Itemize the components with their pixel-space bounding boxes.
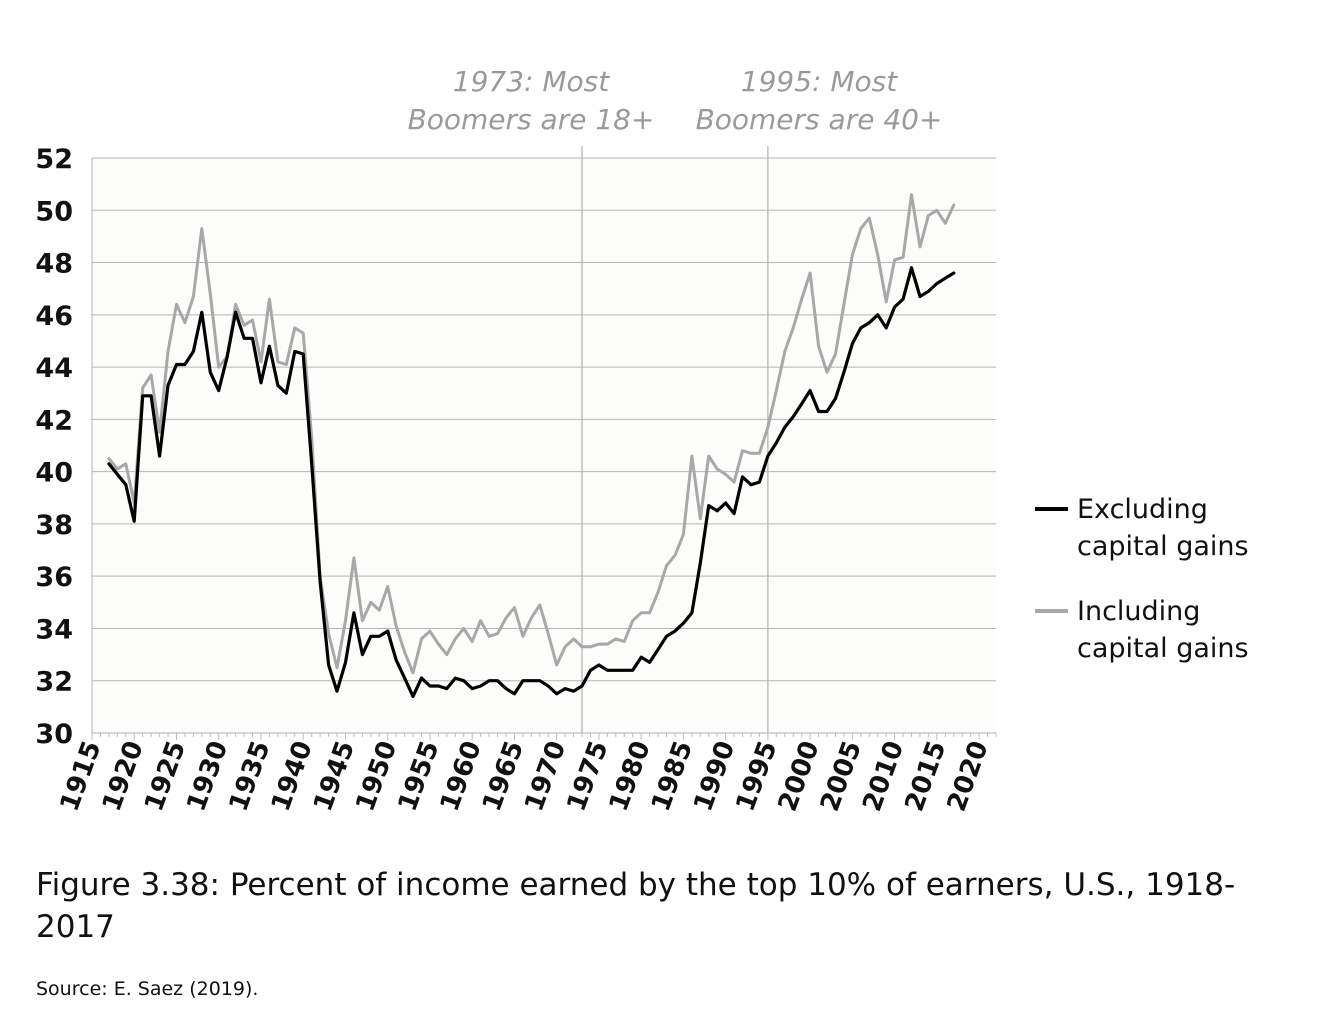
y-tick-label: 42 [35, 405, 73, 436]
annotation-1973-line1: 1973: Most [453, 65, 610, 98]
source-note: Source: E. Saez (2019). [36, 978, 259, 1000]
annotation-1995: 1995: Most Boomers are 40+ [696, 65, 943, 136]
annotation-1973-line2: Boomers are 18+ [408, 103, 655, 136]
series-line-including-capital-gains [107, 193, 956, 675]
y-tick-label: 44 [35, 353, 73, 384]
legend-label-including-line2: capital gains [1077, 633, 1249, 664]
annotation-1995-line1: 1995: Most [741, 65, 898, 98]
legend: Excluding capital gains Including capita… [1035, 494, 1249, 664]
series-line-excluding-capital-gains [107, 266, 956, 698]
y-axis-ticks: 30 32 34 36 38 40 42 44 46 48 50 52 [35, 144, 73, 750]
gridlines [92, 157, 996, 734]
y-tick-label: 34 [35, 614, 73, 645]
y-tick-label: 30 [35, 719, 73, 750]
axes [91, 158, 997, 740]
y-tick-label: 36 [35, 562, 73, 593]
annotation-lines [581, 146, 769, 733]
legend-label-excluding-line2: capital gains [1077, 531, 1249, 562]
annotation-1995-line2: Boomers are 40+ [696, 103, 943, 136]
series-lines [107, 193, 956, 698]
y-tick-label: 38 [35, 510, 73, 541]
y-tick-label: 48 [35, 249, 73, 280]
y-tick-label: 46 [35, 301, 73, 332]
legend-label-excluding-line1: Excluding [1077, 494, 1208, 525]
y-tick-label: 50 [35, 196, 73, 227]
y-tick-label: 32 [35, 667, 73, 698]
figure-caption: Figure 3.38: Percent of income earned by… [36, 867, 1236, 945]
plot-background [92, 158, 996, 733]
y-tick-label: 40 [35, 458, 73, 489]
legend-label-including-line1: Including [1077, 596, 1200, 627]
y-tick-label: 52 [35, 144, 73, 175]
annotation-1973: 1973: Most Boomers are 18+ [408, 65, 655, 136]
income-share-line-chart: 30 32 34 36 38 40 42 44 46 48 50 52 191519201925193… [35, 65, 1249, 815]
x-axis-ticks: 1915192019251930193519401945195019551960… [55, 737, 995, 815]
